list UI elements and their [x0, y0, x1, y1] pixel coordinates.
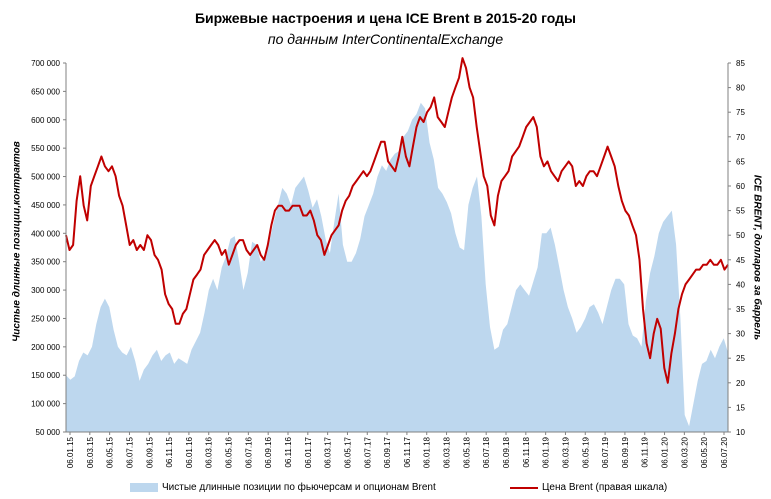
- x-tick-label: 06.07.20: [720, 436, 729, 468]
- y-tick-label-left: 150 000: [31, 371, 60, 380]
- chart-subtitle: по данным InterContinentalExchange: [267, 31, 504, 47]
- y-tick-label-right: 25: [736, 354, 745, 363]
- y-tick-label-left: 500 000: [31, 173, 60, 182]
- y-tick-label-right: 75: [736, 108, 745, 117]
- x-tick-label: 06.03.16: [205, 436, 214, 468]
- y-tick-label-right: 40: [736, 280, 745, 289]
- y-tick-label-left: 250 000: [31, 314, 60, 323]
- x-tick-label: 06.09.18: [502, 436, 511, 468]
- legend-label-brent-price: Цена Brent (правая шкала): [542, 482, 668, 493]
- y-tick-label-left: 450 000: [31, 201, 60, 210]
- x-tick-label: 06.11.17: [403, 436, 412, 467]
- chart-legend: Чистые длинные позиции по фьючерсам и оп…: [0, 482, 771, 498]
- y-tick-label-left: 100 000: [31, 400, 60, 409]
- series-brent-price-line: [65, 57, 729, 384]
- y-tick-label-left: 200 000: [31, 343, 60, 352]
- x-tick-label: 06.03.18: [443, 436, 452, 468]
- x-tick-label: 06.01.17: [304, 436, 313, 468]
- y-tick-label-right: 65: [736, 157, 745, 166]
- x-tick-label: 06.11.18: [522, 436, 531, 467]
- y-tick-label-left: 350 000: [31, 258, 60, 267]
- legend-swatch-line: [510, 486, 538, 489]
- x-tick-label: 06.01.16: [185, 436, 194, 468]
- x-tick-label: 06.05.19: [581, 436, 590, 468]
- x-tick-label: 06.11.15: [165, 436, 174, 467]
- x-tick-label: 06.07.16: [244, 436, 253, 468]
- y-tick-label-right: 35: [736, 305, 745, 314]
- legend-swatch-area: [130, 483, 158, 492]
- legend-item-net-long: Чистые длинные позиции по фьючерсам и оп…: [130, 482, 436, 493]
- x-tick-label: 06.05.16: [225, 436, 234, 468]
- y-tick-label-right: 45: [736, 256, 745, 265]
- y-tick-label-right: 70: [736, 133, 745, 142]
- x-tick-label: 06.11.16: [284, 436, 293, 467]
- x-tick-label: 06.05.17: [343, 436, 352, 468]
- x-tick-label: 06.07.19: [601, 436, 610, 468]
- x-tick-label: 06.07.17: [363, 436, 372, 468]
- x-tick-label: 06.01.19: [542, 436, 551, 468]
- y-tick-label-left: 300 000: [31, 286, 60, 295]
- x-tick-label: 06.01.15: [66, 436, 75, 468]
- x-tick-label: 06.09.15: [145, 436, 154, 468]
- y-tick-label-right: 55: [736, 207, 745, 216]
- x-tick-label: 06.11.19: [641, 436, 650, 467]
- y-tick-label-right: 20: [736, 379, 745, 388]
- x-tick-label: 06.01.18: [423, 436, 432, 468]
- y-tick-label-left: 600 000: [31, 116, 60, 125]
- legend-item-brent-price: Цена Brent (правая шкала): [510, 482, 667, 493]
- y-tick-label-left: 400 000: [31, 229, 60, 238]
- x-tick-label: 06.09.19: [621, 436, 630, 468]
- y-tick-label-left: 50 000: [36, 428, 61, 437]
- legend-label-net-long: Чистые длинные позиции по фьючерсам и оп…: [162, 482, 436, 493]
- x-tick-label: 06.05.15: [106, 436, 115, 468]
- x-tick-label: 06.09.17: [383, 436, 392, 468]
- x-tick-label: 06.05.20: [700, 436, 709, 468]
- y-tick-label-right: 80: [736, 84, 745, 93]
- y-tick-label-right: 60: [736, 182, 745, 191]
- y-tick-label-left: 550 000: [31, 144, 60, 153]
- y-tick-label-right: 30: [736, 330, 745, 339]
- x-tick-label: 06.07.18: [482, 436, 491, 468]
- x-tick-label: 06.03.15: [86, 436, 95, 468]
- y-tick-label-left: 650 000: [31, 87, 60, 96]
- chart-title: Биржевые настроения и цена ICE Brent в 2…: [194, 10, 576, 26]
- x-tick-label: 06.05.18: [462, 436, 471, 468]
- x-tick-label: 06.03.19: [561, 436, 570, 468]
- y-tick-label-right: 50: [736, 231, 745, 240]
- x-tick-label: 06.01.20: [661, 436, 670, 468]
- y-tick-label-left: 700 000: [31, 59, 60, 68]
- y-tick-label-right: 10: [736, 428, 745, 437]
- x-tick-label: 06.03.17: [324, 436, 333, 468]
- x-tick-label: 06.03.20: [680, 436, 689, 468]
- y-tick-label-right: 85: [736, 59, 745, 68]
- x-tick-label: 06.09.16: [264, 436, 273, 468]
- x-tick-label: 06.07.15: [125, 436, 134, 468]
- y-tick-label-right: 15: [736, 403, 745, 412]
- series-net-long-area: [66, 102, 728, 432]
